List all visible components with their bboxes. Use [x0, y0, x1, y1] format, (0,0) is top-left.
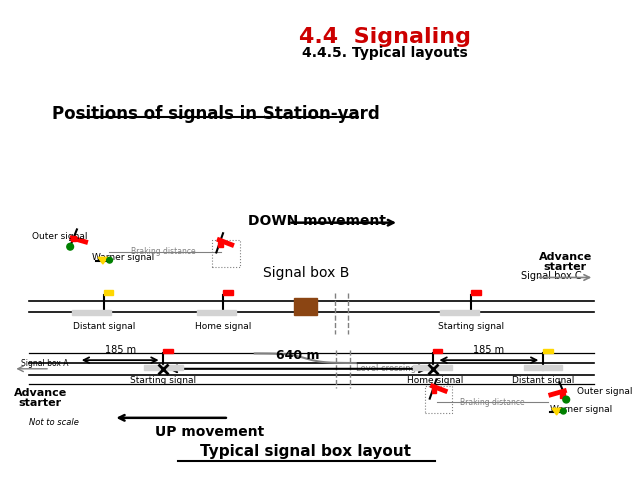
Circle shape — [560, 408, 567, 414]
Text: Starting signal: Starting signal — [130, 376, 197, 386]
Bar — [433, 349, 442, 354]
Bar — [197, 310, 235, 315]
Text: starter: starter — [19, 398, 62, 408]
Circle shape — [107, 257, 112, 263]
Text: Typical signal box layout: Typical signal box layout — [200, 444, 412, 459]
Text: Starting signal: Starting signal — [438, 322, 504, 331]
Bar — [223, 290, 233, 295]
Bar — [104, 290, 114, 295]
Text: Not to scale: Not to scale — [29, 418, 78, 427]
Text: 185 m: 185 m — [105, 345, 136, 355]
Bar — [212, 240, 241, 267]
Bar — [560, 393, 565, 398]
Circle shape — [563, 396, 570, 403]
Bar — [432, 388, 436, 393]
Text: 185 m: 185 m — [473, 345, 504, 355]
Text: Positions of signals in Station-yard: Positions of signals in Station-yard — [52, 105, 380, 124]
Bar — [144, 365, 182, 370]
Text: Outer signal: Outer signal — [32, 232, 87, 241]
Bar — [440, 310, 478, 315]
Text: Braking distance: Braking distance — [460, 398, 524, 407]
Text: Signal box A: Signal box A — [21, 359, 69, 368]
Bar — [524, 365, 563, 370]
Polygon shape — [552, 408, 561, 415]
Text: 640 m: 640 m — [276, 349, 320, 362]
Text: Warner signal: Warner signal — [93, 253, 154, 262]
Text: 4.4  Signaling: 4.4 Signaling — [299, 26, 471, 46]
Bar — [294, 297, 317, 315]
Text: 4.4.5. Typical layouts: 4.4.5. Typical layouts — [302, 46, 468, 60]
Text: Outer signal: Outer signal — [577, 387, 632, 396]
Text: Advance: Advance — [538, 252, 592, 262]
Text: Distant signal: Distant signal — [73, 322, 135, 331]
Text: starter: starter — [544, 262, 587, 272]
Text: Warner signal: Warner signal — [550, 405, 612, 414]
Text: Home signal: Home signal — [195, 322, 251, 331]
Bar — [163, 349, 173, 354]
Text: Level crossing: Level crossing — [356, 365, 416, 373]
Text: Braking distance: Braking distance — [131, 247, 196, 256]
Text: Home signal: Home signal — [407, 376, 464, 386]
Bar — [543, 349, 553, 354]
Bar — [71, 236, 76, 241]
Bar — [413, 365, 452, 370]
Text: DOWN movement: DOWN movement — [248, 214, 386, 228]
Bar — [471, 290, 480, 295]
Bar — [72, 310, 110, 315]
Polygon shape — [98, 257, 108, 264]
Circle shape — [67, 243, 73, 250]
Text: Signal box C: Signal box C — [521, 271, 581, 281]
Text: UP movement: UP movement — [155, 424, 264, 439]
Bar — [425, 386, 452, 413]
Text: Advance: Advance — [14, 388, 67, 398]
Text: Distant signal: Distant signal — [512, 376, 574, 386]
Bar — [218, 242, 223, 247]
Text: Signal box B: Signal box B — [262, 266, 349, 280]
